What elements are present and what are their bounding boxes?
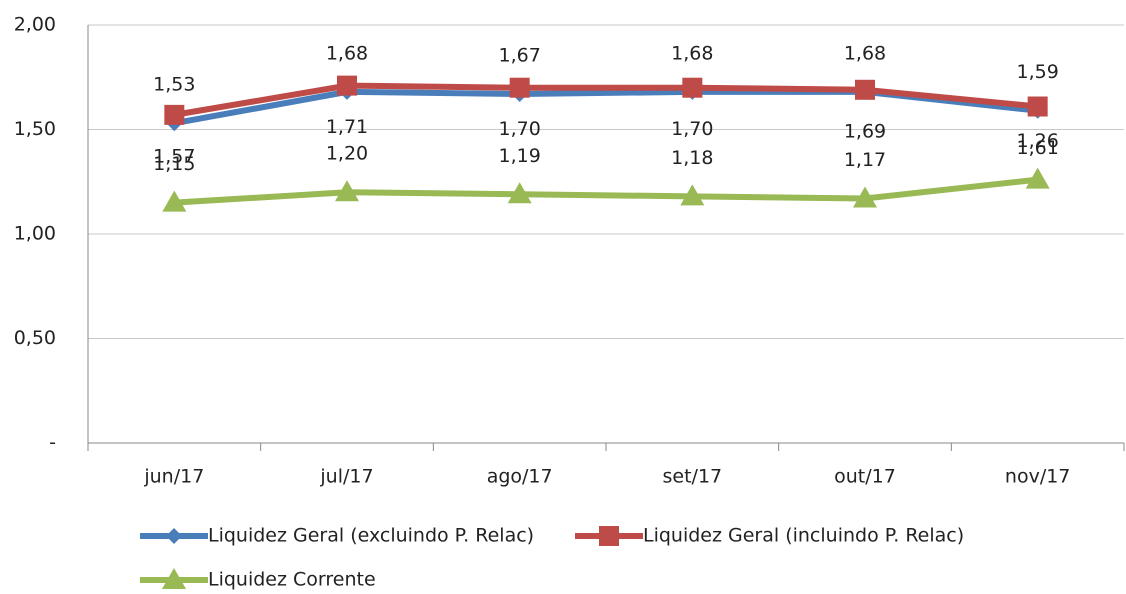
series-line — [174, 176, 1038, 206]
marker — [1025, 167, 1050, 189]
marker — [507, 182, 532, 204]
y-tick-label: - — [49, 432, 56, 454]
value-label: 1,15 — [153, 153, 195, 175]
marker — [337, 75, 357, 96]
x-tick-label: set/17 — [663, 466, 723, 488]
x-tick-label: jul/17 — [319, 466, 373, 488]
marker — [335, 180, 359, 202]
value-label: 1,71 — [326, 116, 368, 138]
marker — [855, 79, 875, 100]
marker — [853, 186, 877, 208]
legend-marker — [166, 528, 182, 544]
y-tick-label: 2,00 — [14, 14, 56, 36]
series-line — [173, 82, 1038, 118]
marker — [162, 190, 187, 212]
marker — [1027, 96, 1048, 117]
value-label: 1,70 — [671, 118, 713, 140]
legend-marker — [599, 526, 619, 546]
x-tick-label: jun/17 — [143, 466, 204, 488]
value-label: 1,18 — [671, 147, 713, 169]
value-label: 1,68 — [326, 42, 368, 64]
marker — [682, 77, 703, 98]
y-tick-label: 1,50 — [14, 118, 56, 140]
value-label: 1,69 — [844, 120, 886, 142]
y-tick-label: 1,00 — [14, 223, 56, 245]
marker — [164, 104, 185, 125]
legend-label: Liquidez Corrente — [208, 569, 376, 591]
x-tick-label: out/17 — [834, 466, 896, 488]
value-label: 1,70 — [499, 118, 541, 140]
value-label: 1,68 — [844, 42, 886, 64]
y-tick-label: 0,50 — [14, 327, 56, 349]
value-label: 1,20 — [326, 143, 368, 165]
value-label: 1,61 — [1017, 137, 1059, 159]
marker — [509, 77, 530, 98]
value-label: 1,59 — [1017, 61, 1059, 83]
legend-label: Liquidez Geral (excluindo P. Relac) — [208, 525, 534, 547]
value-label: 1,68 — [671, 42, 713, 64]
value-label: 1,53 — [153, 74, 195, 96]
value-label: 1,17 — [844, 149, 886, 171]
x-tick-label: ago/17 — [487, 466, 553, 488]
x-tick-label: nov/17 — [1005, 466, 1071, 488]
legend-marker — [162, 568, 186, 589]
value-label: 1,67 — [499, 44, 541, 66]
value-label: 1,19 — [499, 145, 541, 167]
marker — [680, 184, 705, 206]
value-label: 1,57 — [153, 145, 195, 167]
legend-label: Liquidez Geral (incluindo P. Relac) — [643, 525, 964, 547]
value-label: 1,26 — [1017, 130, 1059, 152]
